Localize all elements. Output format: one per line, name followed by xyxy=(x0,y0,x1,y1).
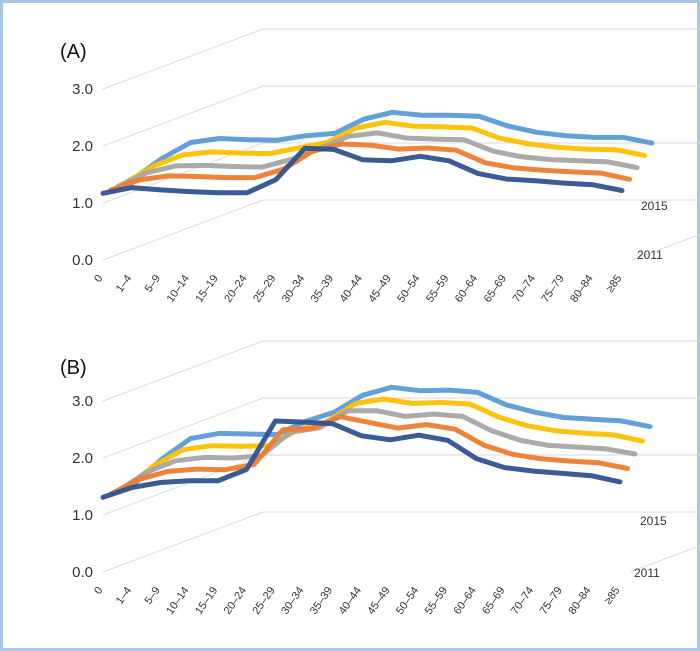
x-tick-label: 75–79 xyxy=(539,273,566,305)
x-tick-label: 5–9 xyxy=(143,273,163,295)
x-tick-label: 55–59 xyxy=(424,273,451,305)
x-tick-label: 45–49 xyxy=(366,273,393,305)
x-tick-label: 80–84 xyxy=(568,273,595,305)
gridline xyxy=(102,397,700,459)
x-tick-label: 40–44 xyxy=(338,273,365,305)
depth-tick-label: 2015 xyxy=(641,199,668,213)
y-tick-label: 1.0 xyxy=(72,507,93,524)
series-line xyxy=(108,414,630,497)
panel-label: (B) xyxy=(60,357,87,379)
y-tick-label: 2.0 xyxy=(72,450,93,467)
x-tick-label: 35–39 xyxy=(308,585,335,617)
y-tick-label: 0.0 xyxy=(72,252,93,269)
x-tick-label: 0 xyxy=(92,273,105,285)
chart-panel-a: (A) 0.0 1.0 2.0 3.0 2011 2015 0 1–4 5–9 10–14 15–19… xyxy=(60,28,700,305)
x-tick-label: 15–19 xyxy=(193,273,220,305)
x-tick-label: 25–29 xyxy=(250,585,277,617)
x-tick-label: 30–34 xyxy=(280,273,307,305)
floor-outline xyxy=(102,511,700,573)
x-tick-label: 60–64 xyxy=(451,585,478,617)
x-tick-label: 50–54 xyxy=(394,585,421,617)
x-tick-label: 0 xyxy=(92,585,105,597)
x-tick-label: ≥85 xyxy=(602,585,622,607)
x-tick-label: 65–69 xyxy=(480,585,507,617)
x-tick-label: 70–74 xyxy=(511,273,538,305)
x-tick-label: 70–74 xyxy=(509,585,536,617)
series-line xyxy=(130,384,653,488)
y-tick-label: 3.0 xyxy=(72,81,93,98)
x-tick-label: 45–49 xyxy=(365,585,392,617)
x-tick-label: 15–19 xyxy=(193,585,220,617)
floor-outline xyxy=(102,199,700,261)
series-line xyxy=(123,396,645,491)
gridline xyxy=(102,85,700,147)
y-tick-label: 1.0 xyxy=(72,195,93,212)
x-tick-label: 30–34 xyxy=(279,585,306,617)
x-tick-label: 75–79 xyxy=(538,585,565,617)
x-tick-label: 5–9 xyxy=(143,585,163,607)
series-line xyxy=(130,109,655,182)
y-tick-label: 3.0 xyxy=(72,393,93,410)
depth-tick-label: 2011 xyxy=(634,566,660,580)
depth-tick-label: 2015 xyxy=(640,514,667,528)
x-tick-label: 50–54 xyxy=(395,273,422,305)
x-tick-label: 40–44 xyxy=(337,585,364,617)
gridline xyxy=(102,142,700,204)
x-tick-label: 10–14 xyxy=(165,273,192,305)
x-tick-label: 1–4 xyxy=(114,585,134,607)
panel-label: (A) xyxy=(60,41,87,63)
chart-panel-b: (B) 0.0 1.0 2.0 3.0 2011 2015 0 1–4 5–9 10–14 15–19… xyxy=(60,340,700,617)
series-line xyxy=(100,145,625,196)
series-line xyxy=(115,130,640,189)
y-tick-label: 2.0 xyxy=(72,138,93,155)
x-tick-label: 25–29 xyxy=(251,273,278,305)
x-tick-label: 60–64 xyxy=(453,273,480,305)
x-tick-label: 1–4 xyxy=(114,273,134,295)
depth-tick-label: 2011 xyxy=(637,248,663,262)
x-tick-label: 35–39 xyxy=(309,273,336,305)
x-tick-label: 65–69 xyxy=(482,273,509,305)
x-tick-label: 55–59 xyxy=(423,585,450,617)
x-tick-label: 10–14 xyxy=(164,585,191,617)
x-tick-label: 80–84 xyxy=(566,585,593,617)
series-line xyxy=(108,141,632,193)
series-line xyxy=(115,408,638,494)
gridline xyxy=(102,28,700,90)
series-line xyxy=(123,119,647,186)
x-tick-label: ≥85 xyxy=(604,273,624,295)
gridline xyxy=(102,340,700,402)
x-tick-label: 20–24 xyxy=(222,273,249,305)
x-tick-label: 20–24 xyxy=(222,585,249,617)
y-tick-label: 0.0 xyxy=(72,564,93,581)
series-line xyxy=(100,418,623,500)
